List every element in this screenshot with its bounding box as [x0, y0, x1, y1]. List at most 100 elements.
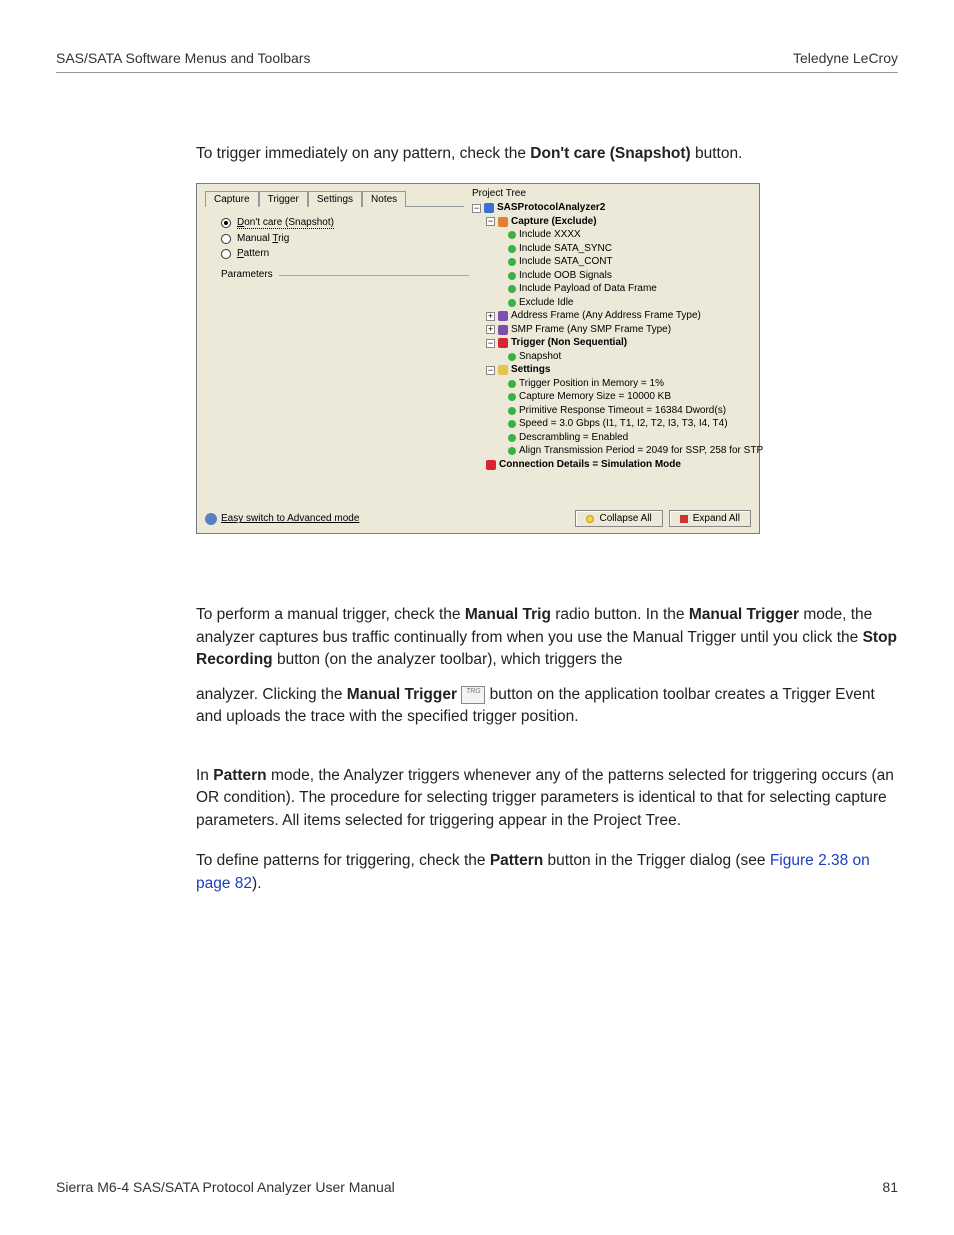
collapse-icon [586, 515, 594, 523]
frame-icon [498, 325, 508, 335]
bullet-icon [508, 434, 516, 442]
settings-icon [498, 365, 508, 375]
text: button in the Trigger dialog (see [543, 852, 770, 869]
text-bold: Manual Trig [465, 606, 551, 623]
radio-icon [221, 234, 231, 244]
tree-item[interactable]: Include Payload of Data Frame [519, 282, 657, 296]
tab-trigger[interactable]: Trigger [259, 191, 308, 207]
tree-item[interactable]: Primitive Response Timeout = 16384 Dword… [519, 404, 726, 418]
footer-page-number: 81 [882, 1179, 898, 1195]
text: rig [278, 233, 289, 244]
tree-item[interactable]: Trigger Position in Memory = 1% [519, 377, 664, 391]
manual-trig-paragraph-1: To perform a manual trigger, check the M… [196, 604, 898, 671]
tree-item[interactable]: Descrambling = Enabled [519, 431, 628, 445]
tree-item[interactable]: Snapshot [519, 350, 561, 364]
expand-icon [680, 515, 688, 523]
text: radio button. In the [551, 606, 689, 623]
radio-dont-care[interactable]: Don't care (Snapshot) [221, 217, 464, 229]
text: P [237, 248, 244, 259]
project-tree-label: Project Tree [472, 188, 763, 199]
trigger-icon [498, 338, 508, 348]
text-bold: Don't care (Snapshot) [530, 145, 690, 162]
text-bold: Manual Trigger [689, 606, 799, 623]
bullet-icon [508, 353, 516, 361]
tree-trigger[interactable]: Trigger (Non Sequential) [511, 336, 627, 350]
trigger-dialog-screenshot: Capture Trigger Settings Notes Don't car… [196, 183, 760, 534]
manual-trigger-icon: TRG [461, 686, 485, 704]
expand-all-button[interactable]: Expand All [669, 510, 751, 527]
footer-left: Sierra M6-4 SAS/SATA Protocol Analyzer U… [56, 1179, 395, 1195]
bullet-icon [508, 245, 516, 253]
tree-item[interactable]: Exclude Idle [519, 296, 573, 310]
pattern-paragraph: In Pattern mode, the Analyzer triggers w… [196, 765, 898, 832]
define-patterns-paragraph: To define patterns for triggering, check… [196, 850, 898, 895]
bullet-icon [508, 447, 516, 455]
collapse-all-button[interactable]: Collapse All [575, 510, 662, 527]
manual-trig-paragraph-2: analyzer. Clicking the Manual Trigger TR… [196, 684, 898, 729]
text: button (on the analyzer toolbar), which … [273, 651, 623, 668]
tree-capture[interactable]: Capture (Exclude) [511, 215, 597, 229]
text: on't care (Snapshot) [244, 217, 334, 228]
radio-icon [221, 218, 231, 228]
text: button. [691, 145, 743, 162]
connection-icon [486, 460, 496, 470]
text: To trigger immediately on any pattern, c… [196, 145, 530, 162]
header-right: Teledyne LeCroy [793, 50, 898, 66]
tree-item[interactable]: Include SATA_CONT [519, 255, 613, 269]
advanced-mode-link[interactable]: Easy switch to Advanced mode [205, 513, 359, 525]
tree-item[interactable]: Speed = 3.0 Gbps (I1, T1, I2, T2, I3, T3… [519, 417, 728, 431]
text: attern [244, 248, 270, 259]
bullet-icon [508, 407, 516, 415]
radio-manual-trig[interactable]: Manual Trig [221, 233, 464, 244]
radio-pattern[interactable]: Pattern [221, 248, 464, 259]
bullet-icon [508, 380, 516, 388]
intro-paragraph: To trigger immediately on any pattern, c… [196, 143, 898, 165]
bullet-icon [508, 258, 516, 266]
text: In [196, 767, 213, 784]
tab-strip: Capture Trigger Settings Notes [205, 190, 464, 206]
expand-icon[interactable]: + [486, 312, 495, 321]
text: Easy switch to Advanced mode [221, 513, 359, 524]
text: To define patterns for triggering, check… [196, 852, 490, 869]
text: Collapse All [599, 513, 651, 524]
tree-item[interactable]: Include OOB Signals [519, 269, 612, 283]
tree-item[interactable]: Address Frame (Any Address Frame Type) [511, 309, 701, 323]
text: ). [252, 875, 261, 892]
text-bold: Pattern [213, 767, 266, 784]
text: Expand All [693, 513, 740, 524]
tree-connection[interactable]: Connection Details = Simulation Mode [499, 458, 681, 472]
tree-settings[interactable]: Settings [511, 363, 550, 377]
text: mode, the Analyzer triggers whenever any… [196, 767, 894, 829]
collapse-icon[interactable]: − [486, 217, 495, 226]
tree-item[interactable]: Include XXXX [519, 228, 581, 242]
tab-capture[interactable]: Capture [205, 191, 259, 207]
frame-icon [498, 311, 508, 321]
tree-item[interactable]: Include SATA_SYNC [519, 242, 612, 256]
project-tree[interactable]: −SASProtocolAnalyzer2 −Capture (Exclude)… [472, 201, 763, 471]
tree-item[interactable]: Capture Memory Size = 10000 KB [519, 390, 671, 404]
capture-icon [498, 217, 508, 227]
bullet-icon [508, 420, 516, 428]
text-bold: Manual Trigger [347, 686, 457, 703]
expand-icon[interactable]: + [486, 325, 495, 334]
text-bold: Pattern [490, 852, 543, 869]
text: Manual [237, 233, 272, 244]
parameters-label: Parameters [221, 269, 273, 280]
analyzer-icon [484, 203, 494, 213]
tree-item[interactable]: Align Transmission Period = 2049 for SSP… [519, 444, 763, 458]
radio-icon [221, 249, 231, 259]
gear-icon [205, 513, 217, 525]
bullet-icon [508, 285, 516, 293]
bullet-icon [508, 299, 516, 307]
tab-notes[interactable]: Notes [362, 191, 406, 207]
tree-root[interactable]: SASProtocolAnalyzer2 [497, 201, 605, 215]
tab-settings[interactable]: Settings [308, 191, 362, 207]
text: To perform a manual trigger, check the [196, 606, 465, 623]
bullet-icon [508, 272, 516, 280]
tree-item[interactable]: SMP Frame (Any SMP Frame Type) [511, 323, 671, 337]
header-left: SAS/SATA Software Menus and Toolbars [56, 50, 310, 66]
collapse-icon[interactable]: − [486, 366, 495, 375]
collapse-icon[interactable]: − [486, 339, 495, 348]
collapse-icon[interactable]: − [472, 204, 481, 213]
bullet-icon [508, 393, 516, 401]
